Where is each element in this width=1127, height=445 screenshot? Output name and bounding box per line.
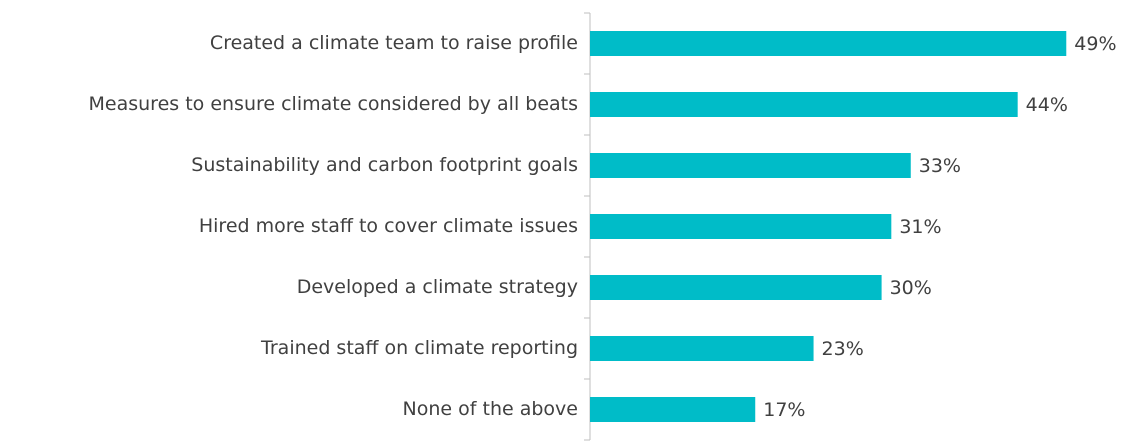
category-label: Hired more staff to cover climate issues: [199, 215, 578, 237]
value-label: 30%: [890, 277, 932, 299]
category-label: Trained staff on climate reporting: [260, 337, 578, 359]
value-label: 23%: [822, 338, 864, 360]
bar: [590, 275, 882, 300]
bar: [590, 214, 892, 239]
value-label: 17%: [763, 399, 805, 421]
value-label: 49%: [1074, 33, 1116, 55]
category-label: None of the above: [403, 398, 578, 420]
category-label: Measures to ensure climate considered by…: [89, 93, 578, 115]
category-label: Developed a climate strategy: [297, 276, 578, 298]
value-label: 31%: [899, 216, 941, 238]
value-label: 33%: [919, 155, 961, 177]
bar: [590, 336, 814, 361]
bar: [590, 397, 756, 422]
bar: [590, 31, 1067, 56]
category-label: Sustainability and carbon footprint goal…: [191, 154, 578, 176]
bar: [590, 92, 1018, 117]
category-label: Created a climate team to raise profile: [210, 32, 578, 54]
bar: [590, 153, 911, 178]
value-label: 44%: [1026, 94, 1068, 116]
